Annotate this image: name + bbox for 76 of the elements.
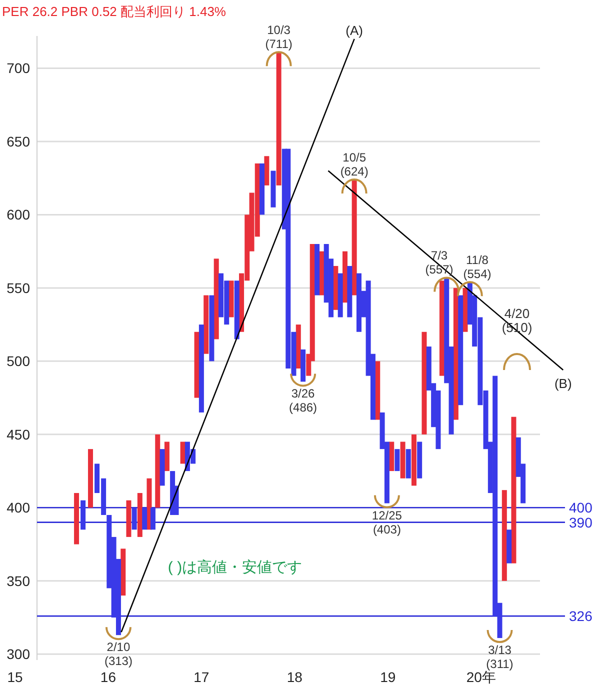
chart-title: PER 26.2 PBR 0.52 配当利回り 1.43% xyxy=(2,4,226,19)
candlestick xyxy=(400,442,406,478)
candlestick xyxy=(462,288,468,332)
candlestick xyxy=(296,324,301,369)
x-tick-label: 15 xyxy=(7,669,23,685)
candlestick xyxy=(314,244,320,296)
ref-line-label: 400 xyxy=(569,500,593,516)
candlestick xyxy=(439,280,444,376)
candlestick xyxy=(80,500,86,530)
candlestick xyxy=(338,273,343,318)
candlestick xyxy=(150,508,156,530)
candlestick xyxy=(155,434,160,508)
y-tick-label: 700 xyxy=(6,60,30,76)
y-tick-label: 650 xyxy=(6,133,30,150)
candlestick xyxy=(264,156,270,186)
candlestick xyxy=(511,416,516,564)
candlestick xyxy=(132,508,137,530)
candlestick xyxy=(137,493,142,537)
ref-line-label: 326 xyxy=(569,608,593,624)
x-tick-label: 20年 xyxy=(466,669,496,685)
candlestick xyxy=(352,180,357,296)
candlestick xyxy=(160,449,165,486)
candlestick xyxy=(270,170,276,208)
candlestick xyxy=(422,332,427,434)
annotation: 12/25 (403) xyxy=(372,508,402,536)
y-tick-label: 500 xyxy=(6,353,30,370)
candlestick xyxy=(142,508,148,530)
ref-line: 326 xyxy=(37,608,592,624)
candlestick xyxy=(276,52,282,186)
series-label: (A) xyxy=(346,22,363,38)
candlestick xyxy=(347,266,352,318)
y-tick-label: 550 xyxy=(6,280,30,296)
candlestick xyxy=(394,449,400,472)
candlestick xyxy=(74,493,80,544)
annotation: 3/13 (311) xyxy=(486,643,514,672)
y-tick-label: 400 xyxy=(6,500,30,516)
annotation: 2/10 (313) xyxy=(104,640,132,668)
candlestick xyxy=(502,490,507,581)
x-tick-label: 17 xyxy=(194,669,210,685)
candlestick xyxy=(389,442,394,472)
candlestick xyxy=(319,251,324,296)
x-tick-label: 19 xyxy=(380,669,396,685)
annotation: 10/3 (711) xyxy=(265,23,292,52)
annotation: 11/8 (554) xyxy=(463,253,492,282)
candlestick xyxy=(411,434,416,486)
y-tick-label: 300 xyxy=(6,646,30,662)
candlestick xyxy=(209,295,214,362)
y-tick-label: 350 xyxy=(6,572,30,589)
candlestick xyxy=(234,280,240,340)
candlestick xyxy=(194,332,200,398)
series-label: (B) xyxy=(554,376,572,391)
candlestick xyxy=(126,500,132,537)
candlestick xyxy=(506,530,512,564)
candlestick xyxy=(406,449,411,478)
y-tick-label: 600 xyxy=(6,206,30,223)
candlestick xyxy=(204,295,209,354)
candlestick xyxy=(120,548,126,596)
candlestick xyxy=(164,442,170,472)
candlestick xyxy=(260,163,265,215)
annotation: ( )は高値・安値です xyxy=(168,559,302,576)
annotation: 10/5 (624) xyxy=(340,150,368,179)
y-tick-label: 450 xyxy=(6,426,30,442)
x-tick-label: 18 xyxy=(286,669,303,685)
candlestick xyxy=(198,324,204,412)
annotation: 3/26 (486) xyxy=(289,386,318,415)
candlestick xyxy=(88,449,94,508)
candlestick xyxy=(458,295,464,406)
x-tick-label: 16 xyxy=(100,669,116,685)
candlestick xyxy=(214,258,219,340)
candlestick xyxy=(228,280,234,318)
candlestick xyxy=(300,349,306,382)
candlestick xyxy=(417,442,422,478)
candlestick xyxy=(375,361,380,420)
candlestick xyxy=(333,266,338,310)
candlestick xyxy=(180,442,186,464)
ref-line-label: 390 xyxy=(569,514,593,530)
